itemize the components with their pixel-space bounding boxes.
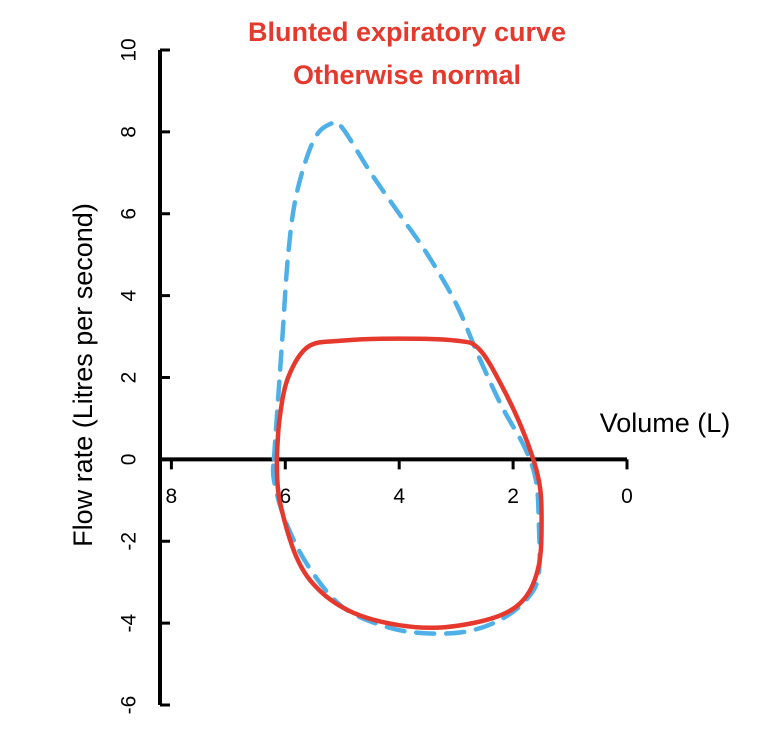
- y-tick-label: 4: [118, 289, 141, 301]
- x-tick-label: 4: [393, 485, 405, 508]
- y-tick-label: -6: [118, 696, 141, 715]
- y-tick-label: -2: [118, 532, 141, 551]
- y-axis-label: Flow rate (Litres per second): [68, 203, 98, 547]
- y-tick-label: 8: [118, 126, 141, 138]
- y-tick-label: 6: [118, 208, 141, 220]
- y-tick-label: 0: [118, 454, 141, 466]
- x-tick-label: 0: [621, 485, 633, 508]
- chart-title: Blunted expiratory curve: [248, 17, 566, 47]
- x-tick-label: 2: [507, 485, 519, 508]
- chart-title: Otherwise normal: [293, 60, 521, 90]
- x-tick-label: 6: [279, 485, 291, 508]
- y-tick-label: -4: [118, 613, 141, 632]
- flow-volume-loop: [274, 336, 544, 631]
- x-axis-label: Volume (L): [600, 408, 731, 438]
- y-tick-label: 2: [118, 372, 141, 384]
- x-tick-label: 8: [166, 485, 178, 508]
- y-tick-label: 10: [118, 38, 141, 61]
